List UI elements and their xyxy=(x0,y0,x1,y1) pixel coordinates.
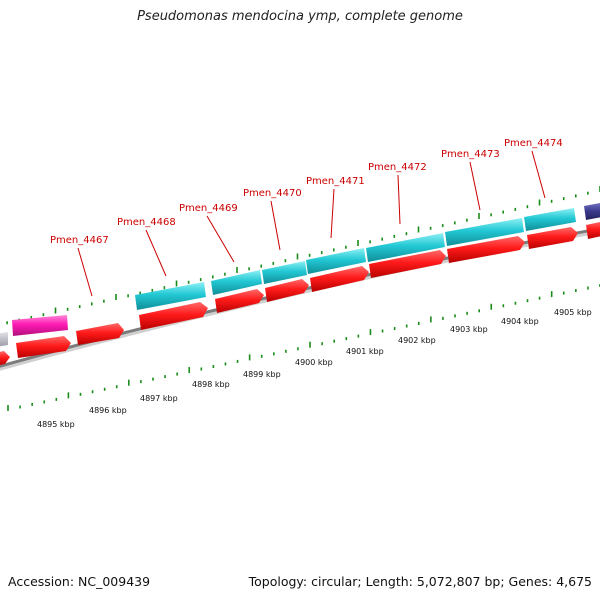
cds-arrow[interactable] xyxy=(16,336,71,358)
scale-labels: 4895 kbp 4896 kbp 4897 kbp 4898 kbp 4899 kbp… xyxy=(37,308,592,429)
cds-arrow[interactable] xyxy=(265,279,309,302)
gene-block-gray[interactable] xyxy=(0,332,8,347)
gene-leader-line xyxy=(397,174,401,225)
gene-block-cyan[interactable] xyxy=(135,282,206,310)
gene-leader-line xyxy=(469,161,481,211)
gene-block-cyan[interactable] xyxy=(211,270,262,295)
gene-block-cyan[interactable] xyxy=(366,233,445,262)
kbp-label: 4904 kbp xyxy=(501,317,539,326)
gene-label: Pmen_4469 xyxy=(179,203,238,214)
kbp-label: 4896 kbp xyxy=(89,406,127,415)
gene-track-upper xyxy=(0,202,600,347)
tick-row-scale xyxy=(7,284,600,411)
cds-arrow[interactable] xyxy=(369,250,446,278)
gene-leader-line xyxy=(145,229,167,277)
gene-label: Pmen_4471 xyxy=(306,176,365,187)
kbp-label: 4899 kbp xyxy=(243,370,281,379)
gene-label: Pmen_4468 xyxy=(117,217,176,228)
gene-block-cyan[interactable] xyxy=(445,218,524,246)
kbp-label: 4895 kbp xyxy=(37,420,75,429)
kbp-label: 4900 kbp xyxy=(295,358,333,367)
gene-label: Pmen_4474 xyxy=(504,138,563,149)
cds-arrow[interactable] xyxy=(139,302,208,330)
kbp-label: 4901 kbp xyxy=(346,347,384,356)
gene-leader-line xyxy=(330,188,335,239)
gene-block-cyan[interactable] xyxy=(306,248,366,274)
gene-leader-line xyxy=(531,150,546,199)
cds-arrow[interactable] xyxy=(447,236,525,263)
map-title: Pseudomonas mendocina ymp, complete geno… xyxy=(137,9,463,24)
cds-arrow[interactable] xyxy=(76,323,124,345)
gene-label: Pmen_4470 xyxy=(243,188,302,199)
cds-arrow[interactable] xyxy=(527,227,578,249)
cds-arrow[interactable] xyxy=(310,266,369,292)
gene-label: Pmen_4472 xyxy=(368,162,427,173)
kbp-label: 4902 kbp xyxy=(398,336,436,345)
cds-arrow[interactable] xyxy=(0,351,10,366)
cds-arrow[interactable] xyxy=(586,221,600,239)
gene-label: Pmen_4473 xyxy=(441,149,500,160)
gene-leader-line xyxy=(77,247,93,297)
genome-summary-text: Topology: circular; Length: 5,072,807 bp… xyxy=(248,574,592,589)
gene-block-cyan[interactable] xyxy=(262,261,307,284)
gene-block-magenta[interactable] xyxy=(12,315,68,336)
gene-block-cyan[interactable] xyxy=(524,208,576,231)
gene-leader-line xyxy=(270,200,281,251)
gene-block-purple[interactable] xyxy=(584,202,600,220)
tick-row-upper xyxy=(6,186,600,325)
kbp-label: 4897 kbp xyxy=(140,394,178,403)
cds-arrow[interactable] xyxy=(215,289,264,313)
accession-text: Accession: NC_009439 xyxy=(8,574,151,589)
cds-track-lower xyxy=(0,221,600,366)
gene-label: Pmen_4467 xyxy=(50,235,109,246)
kbp-label: 4903 kbp xyxy=(450,325,488,334)
gene-leader-line xyxy=(206,215,235,263)
kbp-label: 4898 kbp xyxy=(192,380,230,389)
kbp-label: 4905 kbp xyxy=(554,308,592,317)
